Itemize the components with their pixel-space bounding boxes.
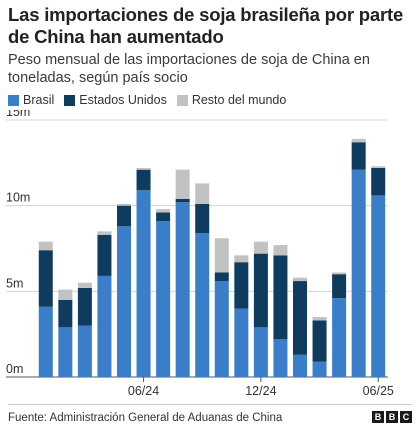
bar-segment-brasil [38,306,53,377]
bar-segment-estados-unidos [214,272,229,282]
stacked-bar-chart: 0m 5m 10m 15m 06/24 12/24 06/25 [6,110,394,398]
source-note: Fuente: Administración General de Aduana… [8,412,283,424]
x-tick-label: 06/25 [363,384,394,398]
y-tick-label: 10m [6,191,30,205]
bar-segment-brasil [77,325,92,377]
bar-segment-brasil [58,327,73,377]
bar-segment-resto-del-mundo [351,138,366,143]
bar-segment-estados-unidos [351,142,366,170]
bar-segment-estados-unidos [371,167,386,196]
bar-segment-estados-unidos [195,203,210,234]
chart-title: Las importaciones de soja brasileña por … [8,4,404,47]
bar-segment-brasil [195,233,210,377]
bar-segment-brasil [97,275,112,377]
bbc-logo: B B C [370,411,412,423]
bar-segment-brasil [214,281,229,377]
bar-segment-brasil [273,339,288,377]
legend-item-resto-del-mundo: Resto del mundo [176,93,287,107]
bar-segment-estados-unidos [136,169,151,191]
y-tick-label: 5m [6,276,23,290]
bar-segment-estados-unidos [312,320,327,362]
bar-segment-resto-del-mundo [293,277,307,282]
legend-swatch-resto-del-mundo [176,94,188,106]
bar-segment-brasil [312,361,327,377]
y-tick-label: 0m [6,362,23,376]
legend-label-brasil: Brasil [23,93,55,107]
bbc-logo-block: C [400,411,412,423]
bar-segment-resto-del-mundo [77,282,92,288]
legend-swatch-brasil [8,94,19,106]
bar-segment-brasil [253,327,268,377]
bar-segment-resto-del-mundo [156,209,171,213]
bbc-logo-block: B [372,411,384,423]
bar-segment-brasil [156,221,171,377]
bar-segment-brasil [117,226,131,377]
bar-segment-brasil [293,354,307,377]
bar-segment-resto-del-mundo [214,238,229,273]
bar-segment-estados-unidos [273,255,288,340]
bar-segment-resto-del-mundo [371,166,386,168]
bar-segment-estados-unidos [97,234,112,276]
bar-segment-brasil [332,298,347,377]
bar-segment-resto-del-mundo [117,203,131,206]
bar-segment-estados-unidos [156,212,171,222]
bar-segment-resto-del-mundo [195,183,210,204]
bar-segment-estados-unidos [293,281,307,355]
y-tick-label: 15m [6,110,30,119]
legend-label-estados-unidos: Estados Unidos [79,93,167,107]
bar-segment-resto-del-mundo [332,272,347,275]
bar-segment-resto-del-mundo [234,255,249,263]
bar-segment-estados-unidos [117,205,131,227]
bar-segment-estados-unidos [38,250,53,307]
bar-segment-estados-unidos [253,253,268,328]
bbc-logo-block: B [386,411,398,423]
bar-segment-resto-del-mundo [97,231,112,235]
bar-segment-brasil [136,190,151,377]
bar-segment-estados-unidos [77,287,92,326]
bar-segment-brasil [175,202,190,377]
bar-segment-brasil [234,308,249,377]
bar-segment-brasil [351,169,366,377]
legend-label-resto-del-mundo: Resto del mundo [191,93,287,107]
bar-segment-resto-del-mundo [136,167,151,170]
bar-segment-resto-del-mundo [253,241,268,254]
bar-segment-estados-unidos [175,198,190,203]
bar-segment-estados-unidos [332,274,347,299]
x-tick-label: 12/24 [245,384,276,398]
bar-segment-resto-del-mundo [175,169,190,199]
bar-segment-estados-unidos [58,299,73,328]
footer-divider [8,404,412,405]
legend-item-estados-unidos: Estados Unidos [64,93,167,107]
bar-segment-resto-del-mundo [273,245,288,256]
legend-swatch-estados-unidos [64,94,76,106]
legend-item-brasil: Brasil [8,93,54,107]
bar-segment-resto-del-mundo [58,289,73,300]
chart-legend: Brasil Estados Unidos Resto del mundo [8,92,296,108]
bar-segment-brasil [371,195,386,377]
bar-segment-estados-unidos [234,262,249,309]
bar-segment-resto-del-mundo [312,317,327,321]
x-tick-label: 06/24 [128,384,159,398]
chart-subtitle: Peso mensual de las importaciones de soj… [8,52,370,86]
bar-segment-resto-del-mundo [38,241,53,251]
